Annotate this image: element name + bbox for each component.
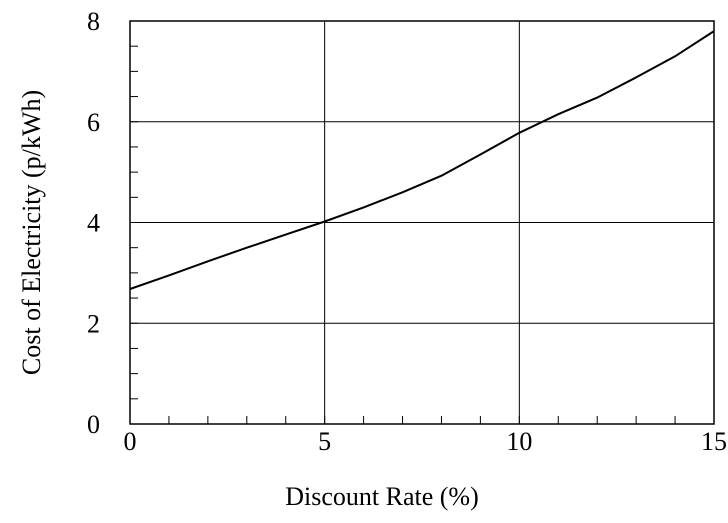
series-line-0 [129,30,715,290]
x-tick-label: 15 [701,427,727,456]
y-tick-labels: 0 2 4 6 8 [87,7,100,439]
x-tick-labels: 0 5 10 15 [124,427,728,456]
x-axis-title: Discount Rate (%) [285,482,479,511]
x-tick-label: 5 [318,427,331,456]
y-tick-label: 8 [87,7,100,36]
plot-frame [129,20,715,425]
x-tick-label: 0 [124,427,137,456]
grid-lines [130,21,714,424]
y-tick-label: 4 [87,209,100,238]
y-tick-label: 0 [87,410,100,439]
x-tick-label: 10 [506,427,532,456]
y-tick-label: 2 [87,309,100,338]
y-tick-label: 6 [87,108,100,137]
y-axis-title: Cost of Electricity (p/kWh) [17,90,46,375]
series-group [129,30,715,290]
minor-ticks [130,45,676,424]
